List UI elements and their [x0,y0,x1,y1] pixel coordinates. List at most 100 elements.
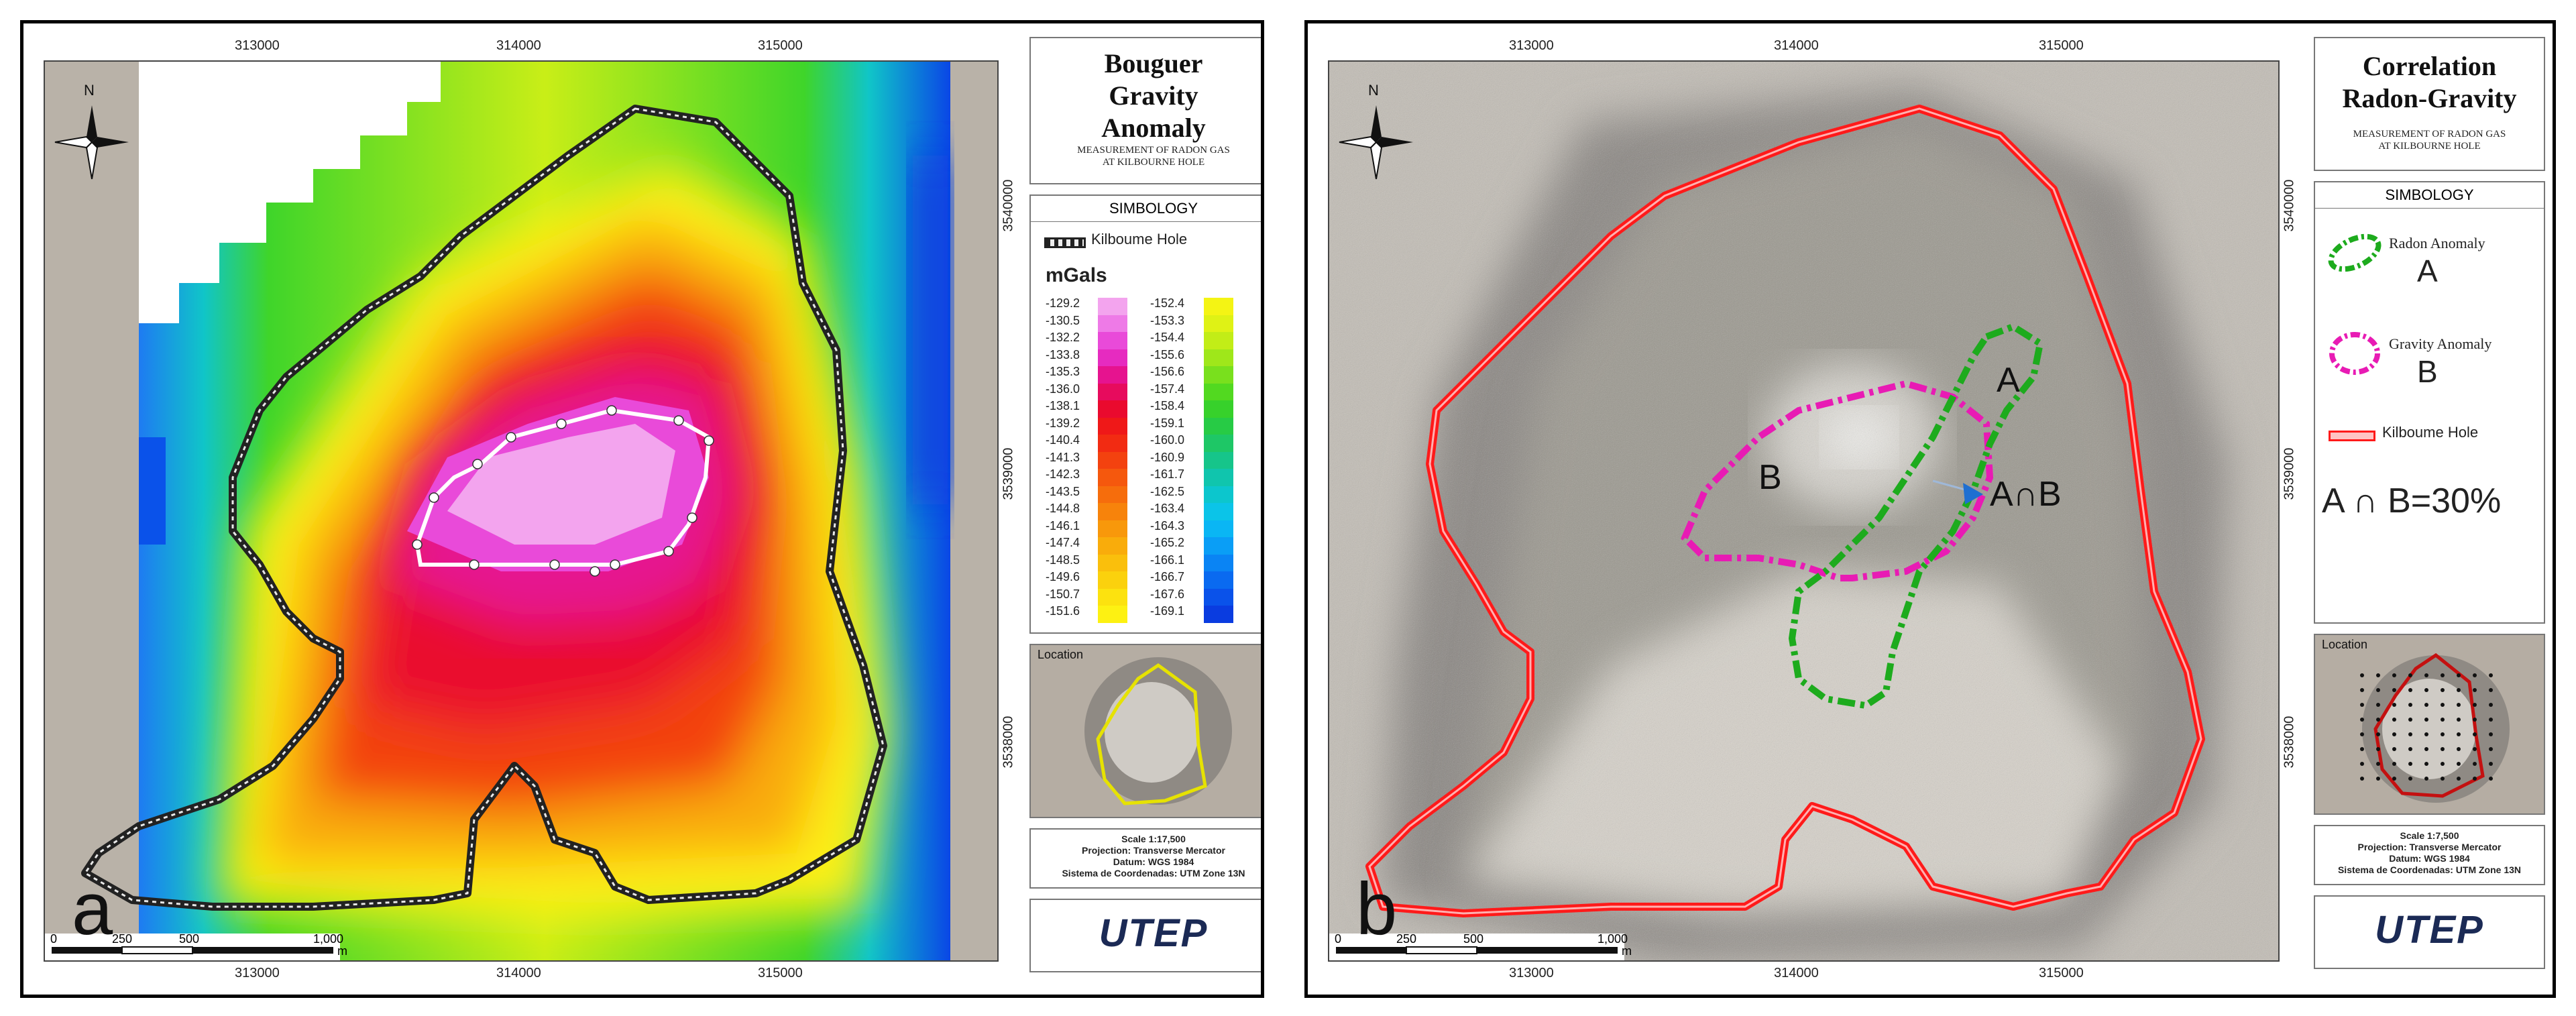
scale-value-right: -159.1 [1150,416,1185,430]
sample-point-icon [2441,688,2445,692]
scale-value-right: -157.4 [1150,382,1185,396]
north-arrow-icon [54,105,129,180]
legend-radon-label: Radon Anomaly [2389,235,2485,251]
y-tick: 3540000 [2282,179,2297,232]
scalebar-unit: m [337,944,347,958]
scale-value-left: -142.3 [1046,467,1080,481]
panel-a: 313000 314000 315000 313000 314000 31500… [20,20,1264,998]
outline-swatch [2329,431,2375,441]
legend-box: SIMBOLOGY Kilboume Hole mGals -129.2 -130… [1029,194,1261,634]
sample-point-icon [2457,688,2461,692]
gravity-map: N 0 250 500 1,000 m a [44,60,999,962]
sample-point-icon [2376,732,2380,736]
scale-swatch-right [1204,451,1233,469]
location-map: Location [1029,644,1261,818]
scale-value-right: -156.6 [1150,365,1185,378]
scale-swatch-left [1098,383,1127,400]
scale-swatch-right [1204,298,1233,315]
scale-box: Scale 1:17,500 Projection: Transverse Me… [1029,828,1261,889]
scale-value-right: -169.1 [1150,604,1185,618]
simbology-heading: SIMBOLOGY [1031,196,1261,222]
sample-point-icon [2457,747,2461,751]
scale-value-left: -133.8 [1046,347,1080,361]
scalebar-label: 250 [112,932,132,946]
scale-swatch-left [1098,606,1127,623]
sample-point-icon [2376,718,2380,722]
sample-point-icon [2408,718,2412,722]
scalebar-label: 500 [1463,932,1483,946]
location-label: Location [1038,648,1084,661]
sample-point-icon [2360,747,2364,751]
scalebar [52,946,333,954]
scale-swatch-right [1204,400,1233,418]
scalebar-label: 0 [1335,932,1341,946]
location-map: Location [2314,634,2545,815]
location-label: Location [2322,638,2368,651]
x-tick-bottom: 315000 [758,966,803,980]
scale-value-right: -160.9 [1150,450,1185,464]
sample-point-icon [2473,673,2477,677]
sidebar-a: Bouguer Gravity Anomaly MEASUREMENT OF R… [1029,37,1261,989]
scale-swatch-left [1098,520,1127,537]
sample-point-icon [2424,777,2428,781]
sample-point-icon [2441,732,2445,736]
coordinate-system-text: Sistema de Coordenadas: UTM Zone 13N [2337,864,2522,875]
sample-point-icon [2392,747,2396,751]
x-tick-bottom: 313000 [1509,966,1554,980]
sample-point-icon [2441,777,2445,781]
sample-point-icon [2489,747,2493,751]
sample-point-icon [2408,777,2412,781]
scale-swatch-right [1204,588,1233,606]
scale-swatch-right [1204,606,1233,623]
sample-point-icon [2473,747,2477,751]
utep-logo: UTEP [1099,911,1209,955]
scale-swatch-right [1204,554,1233,571]
scale-swatch-right [1204,383,1233,400]
sample-point-icon [2489,673,2493,677]
sample-point-icon [2473,732,2477,736]
scale-text: Scale 1:7,500 [2400,830,2459,841]
outline-swatch [1044,237,1086,248]
intersection-percent: A ∩ B=30% [2322,482,2502,520]
sample-point-icon [2360,718,2364,722]
scale-value-left: -138.1 [1046,399,1080,412]
scale-swatch-right [1204,315,1233,332]
scalebar-label: 1,000 [313,932,343,946]
sample-point-icon [2392,703,2396,707]
scale-swatch-left [1098,315,1127,332]
sample-point-icon [2376,688,2380,692]
scale-swatch-left [1098,298,1127,315]
scale-box: Scale 1:7,500 Projection: Transverse Mer… [2314,825,2545,885]
sample-point-icon [2392,688,2396,692]
scale-value-right: -162.5 [1150,484,1185,498]
scale-value-left: -139.2 [1046,416,1080,430]
scale-swatch-left [1098,417,1127,435]
sample-point-icon [2441,718,2445,722]
logo-box: UTEP [1029,899,1261,972]
sample-point-icon [2376,703,2380,707]
x-tick-bottom: 313000 [235,966,280,980]
scale-value-left: -136.0 [1046,382,1080,396]
scale-value-left: -146.1 [1046,518,1080,532]
x-tick-bottom: 315000 [2039,966,2084,980]
scale-value-right: -165.2 [1150,536,1185,549]
scalebar-label: 1,000 [1598,932,1628,946]
sample-point-icon [2424,718,2428,722]
map-subtitle: AT KILBOURNE HOLE [1102,157,1205,168]
correlation-map: N 0 250 500 1,000 m A B A∩B b [1328,60,2280,962]
sample-point-icon [2360,703,2364,707]
y-tick: 3539000 [2282,447,2297,500]
units-label: mGals [1046,264,1107,286]
scale-swatch-left [1098,400,1127,418]
scale-value-right: -166.7 [1150,570,1185,583]
sample-point-icon [2489,703,2493,707]
sample-point-icon [2408,732,2412,736]
legend-radon-letter: A [2417,253,2438,288]
sample-point-icon [2424,703,2428,707]
title-box: Correlation Radon-Gravity MEASUREMENT OF… [2314,37,2545,171]
sample-point-icon [2408,688,2412,692]
scale-swatch-right [1204,435,1233,452]
scale-swatch-left [1098,349,1127,366]
legend-outline-label: Kilboume Hole [2382,424,2479,441]
datum-text: Datum: WGS 1984 [2389,853,2470,864]
